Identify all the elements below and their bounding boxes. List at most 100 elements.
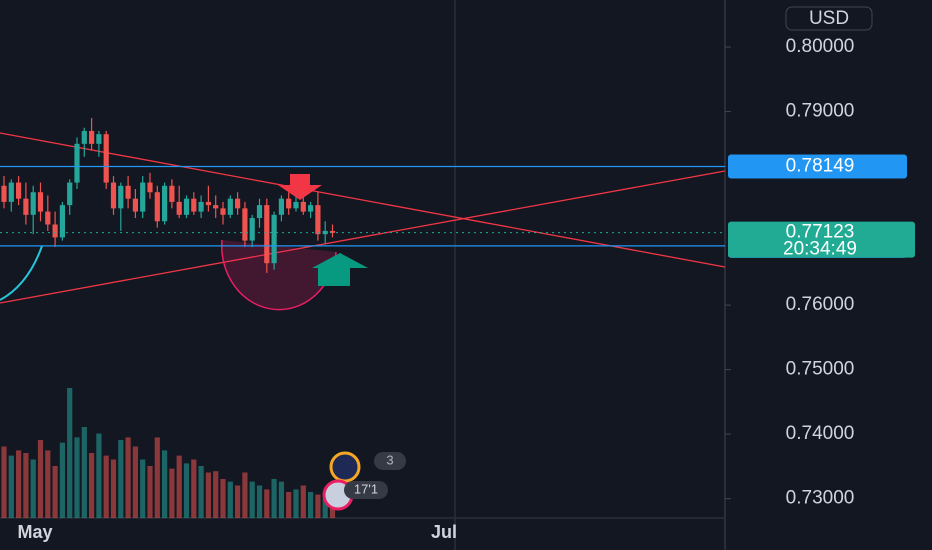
candle-body bbox=[249, 218, 255, 241]
candle-body bbox=[308, 205, 314, 212]
volume-bar bbox=[147, 466, 153, 518]
volume-bar bbox=[249, 481, 255, 518]
volume-bar bbox=[176, 455, 182, 518]
volume-bar bbox=[59, 442, 65, 518]
volume-bar bbox=[45, 450, 51, 518]
candle-body bbox=[81, 130, 87, 144]
candle-body bbox=[52, 224, 58, 238]
candle-body bbox=[45, 211, 51, 225]
volume-bar bbox=[315, 494, 321, 518]
y-tick-label: 0.75000 bbox=[786, 359, 855, 380]
volume-bar bbox=[96, 433, 102, 518]
time-label: May bbox=[17, 522, 52, 542]
volume-bar bbox=[256, 485, 263, 518]
candles-layer bbox=[1, 118, 336, 273]
candle-body bbox=[162, 185, 168, 222]
event-count: 3 bbox=[386, 452, 393, 467]
candle-body bbox=[67, 182, 73, 206]
candle-body bbox=[30, 192, 36, 215]
candle-body bbox=[37, 192, 44, 212]
volume-bar bbox=[110, 459, 117, 518]
candle-body bbox=[198, 201, 204, 212]
candle-body bbox=[169, 185, 175, 202]
event-flag bbox=[329, 451, 361, 483]
candle-body bbox=[220, 208, 226, 215]
last-price-label: 0.77123 bbox=[786, 222, 855, 243]
volume-bar bbox=[1, 446, 7, 518]
candle-body bbox=[256, 205, 263, 219]
volume-bar bbox=[213, 471, 219, 518]
volume-bar bbox=[220, 479, 226, 518]
volume-bar bbox=[183, 463, 190, 518]
candle-body bbox=[89, 130, 95, 144]
candle-body bbox=[300, 201, 306, 212]
candle-body bbox=[264, 205, 270, 264]
volume-bar bbox=[132, 446, 138, 518]
candle-body bbox=[183, 198, 190, 215]
curve bbox=[0, 245, 43, 301]
level-label: 0.78149 bbox=[786, 156, 855, 177]
volume-bar bbox=[227, 481, 233, 518]
volume-bar bbox=[169, 468, 175, 518]
candle-body bbox=[293, 201, 299, 209]
candle-body bbox=[110, 182, 117, 209]
volume-bar bbox=[52, 466, 58, 518]
volume-bar bbox=[278, 481, 284, 518]
candle-body bbox=[147, 182, 153, 193]
volume-bar bbox=[205, 472, 211, 518]
volume-bar bbox=[89, 453, 95, 518]
event-count: 17'1 bbox=[354, 481, 378, 496]
y-tick-label: 0.76000 bbox=[786, 294, 855, 315]
volume-bar bbox=[293, 489, 299, 518]
candle-body bbox=[315, 205, 321, 235]
volume-bar bbox=[37, 440, 44, 518]
volume-bar bbox=[23, 453, 29, 518]
time-label: Jul bbox=[431, 522, 457, 542]
candle-body bbox=[176, 201, 182, 215]
volume-bar bbox=[125, 437, 131, 518]
volume-bar bbox=[8, 455, 14, 518]
event-badge bbox=[374, 452, 406, 470]
candle-body bbox=[1, 185, 7, 202]
candle-body bbox=[191, 198, 197, 212]
volume-bar bbox=[242, 472, 248, 518]
volume-bar bbox=[286, 492, 292, 518]
candle-body bbox=[286, 198, 292, 209]
candle-body bbox=[132, 198, 138, 212]
candle-body bbox=[118, 185, 124, 209]
currency: USD bbox=[809, 8, 849, 29]
level-label-box bbox=[728, 154, 907, 179]
trend-line bbox=[0, 132, 726, 268]
volume-bar bbox=[271, 479, 277, 518]
currency-box bbox=[785, 6, 873, 31]
volume-bar bbox=[191, 459, 197, 518]
volume-bar bbox=[162, 450, 168, 518]
candle-body bbox=[103, 134, 109, 183]
volume-bar bbox=[118, 440, 124, 518]
y-tick-label: 0.73000 bbox=[786, 488, 855, 509]
down-arrow bbox=[278, 174, 322, 200]
volume-bar bbox=[81, 427, 87, 518]
last-price-box bbox=[728, 221, 915, 258]
volume-bar bbox=[300, 485, 306, 518]
event-icons: 3 17'1 bbox=[322, 451, 406, 511]
candle-body bbox=[227, 198, 233, 215]
volume-bar bbox=[322, 498, 328, 518]
volume-bar bbox=[140, 459, 146, 518]
trend-line bbox=[0, 170, 726, 304]
volume-bar bbox=[67, 388, 73, 518]
candle-body bbox=[74, 143, 80, 183]
candle-body bbox=[213, 205, 219, 209]
candle-body bbox=[23, 198, 29, 215]
candle-body bbox=[140, 182, 146, 212]
volume-bar bbox=[264, 489, 270, 518]
volume-bar bbox=[235, 485, 241, 518]
volume-bar bbox=[30, 459, 36, 518]
volume-bar bbox=[154, 437, 160, 518]
candle-body bbox=[154, 192, 160, 222]
countdown: 20:34:49 bbox=[783, 239, 857, 260]
volume-bar bbox=[74, 437, 80, 518]
candle-body bbox=[16, 182, 22, 199]
